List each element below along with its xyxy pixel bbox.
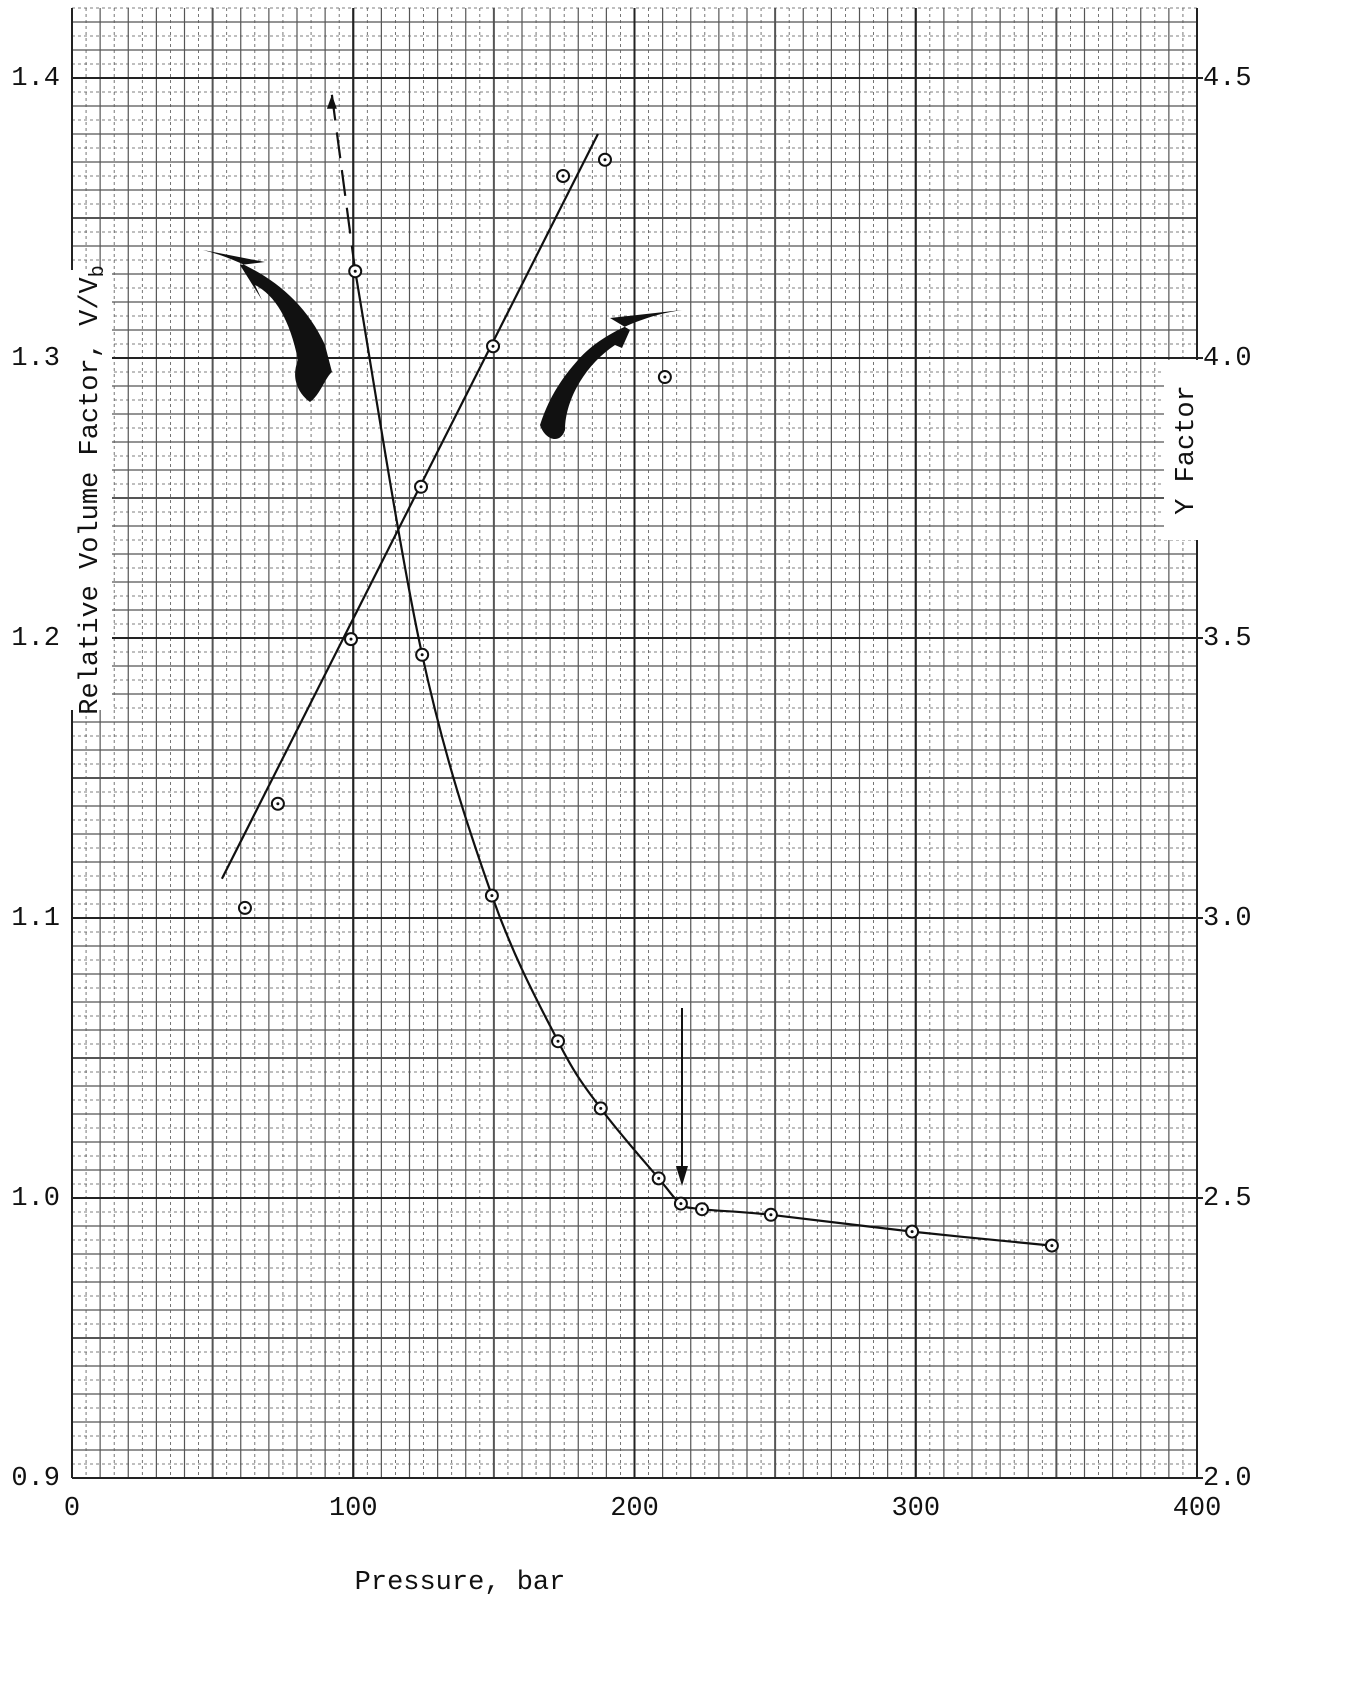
- data-point-dot: [556, 1039, 560, 1043]
- data-point-dot: [1050, 1244, 1054, 1248]
- y-axis-label-main: Relative Volume Factor, V/V: [76, 276, 106, 714]
- data-point-dot: [353, 269, 357, 273]
- y-tick-label: 1.0: [11, 1184, 60, 1214]
- data-point-dot: [700, 1207, 704, 1211]
- data-point-dot: [603, 158, 607, 162]
- x-tick-label: 300: [891, 1494, 940, 1524]
- y2label-bg: [1164, 360, 1208, 540]
- data-point-dot: [663, 375, 667, 379]
- data-point-dot: [769, 1213, 773, 1217]
- y-tick-label: 1.2: [11, 624, 60, 654]
- data-point-dot: [419, 485, 423, 489]
- data-point-dot: [679, 1202, 683, 1206]
- data-point-dot: [490, 894, 494, 898]
- y2-tick-label: 2.5: [1203, 1184, 1252, 1214]
- data-point-dot: [420, 653, 424, 657]
- x-tick-label: 100: [329, 1494, 378, 1524]
- data-point-dot: [910, 1230, 914, 1234]
- fit-line: [220, 133, 599, 880]
- y-tick-label: 1.4: [11, 64, 60, 94]
- y2-tick-label: 3.5: [1203, 624, 1252, 654]
- extension-arrowhead: [326, 94, 337, 109]
- data-point-dot: [243, 906, 247, 910]
- x-tick-label: 400: [1173, 1494, 1222, 1524]
- axis-arrow-right: [540, 310, 682, 440]
- y-tick-label: 0.9: [11, 1464, 60, 1494]
- y2-tick-label: 2.0: [1203, 1464, 1252, 1494]
- x-axis-label: Pressure, bar: [355, 1568, 566, 1598]
- data-point-dot: [276, 802, 280, 806]
- y-tick-label: 1.3: [11, 344, 60, 374]
- x-tick-label: 0: [64, 1494, 80, 1524]
- curve-extension: [330, 94, 357, 272]
- grid: [71, 7, 1203, 1479]
- data-point-dot: [349, 637, 353, 641]
- y2-tick-label: 4.5: [1203, 64, 1252, 94]
- data-point-dot: [561, 174, 565, 178]
- ylabel-bg: [68, 270, 112, 710]
- y2-tick-label: 4.0: [1203, 344, 1252, 374]
- data-point-dot: [657, 1176, 661, 1180]
- y-axis-label-sub: b: [87, 265, 110, 277]
- y-axis-label: Relative Volume Factor, V/Vb: [76, 265, 110, 715]
- marks: [220, 94, 1059, 1253]
- data-point-dot: [599, 1106, 603, 1110]
- x-tick-label: 200: [610, 1494, 659, 1524]
- y2-tick-label: 3.0: [1203, 904, 1252, 934]
- y-tick-label: 1.1: [11, 904, 60, 934]
- axis-arrow-left: [203, 250, 332, 402]
- pointer-arrow-head: [676, 1166, 688, 1186]
- y2-axis-label: Y Factor: [1172, 385, 1202, 515]
- data-point-dot: [491, 344, 495, 348]
- curve: [354, 271, 1052, 1247]
